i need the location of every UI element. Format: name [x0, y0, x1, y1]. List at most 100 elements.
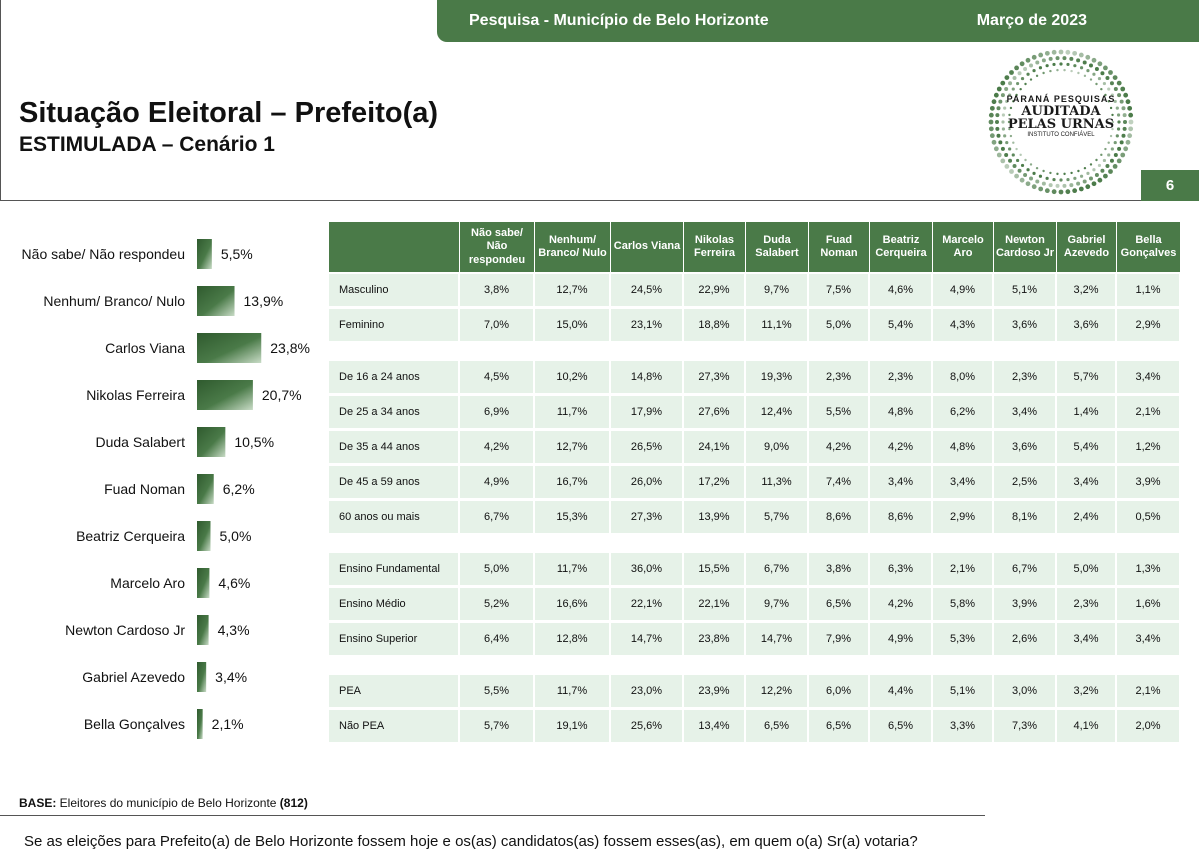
- table-cell: 26,0%: [611, 466, 684, 498]
- table-cell: 5,5%: [809, 396, 870, 428]
- row-label: De 35 a 44 anos: [329, 431, 460, 463]
- table-cell: 16,7%: [535, 466, 611, 498]
- base-label: BASE:: [19, 796, 57, 810]
- page-subtitle: ESTIMULADA – Cenário 1: [19, 133, 275, 156]
- logo-line3: PELAS URNAS: [1007, 117, 1115, 132]
- bar-value-label: 13,9%: [244, 293, 284, 309]
- logo-dot: [1019, 177, 1025, 183]
- table-cell: 17,2%: [684, 466, 746, 498]
- table-cell: 5,7%: [1057, 361, 1117, 393]
- logo-dot: [1069, 183, 1074, 188]
- table-cell: 2,9%: [933, 501, 994, 533]
- table-cell: 6,2%: [933, 396, 994, 428]
- table-cell: 11,7%: [535, 675, 611, 707]
- logo-dot: [1052, 62, 1056, 67]
- bar-value-label: 6,2%: [223, 481, 255, 497]
- logo-dot: [1076, 58, 1081, 63]
- table-cell: 3,4%: [870, 466, 933, 498]
- logo-dot: [995, 120, 999, 124]
- logo-dot: [1062, 56, 1067, 61]
- logo-dot: [1069, 56, 1074, 61]
- logo-dot: [1009, 70, 1014, 75]
- logo-dot: [1011, 153, 1015, 157]
- table-cell: 15,0%: [535, 309, 611, 341]
- logo-dot: [1076, 181, 1081, 186]
- column-header: Beatriz Cerqueira: [870, 222, 933, 272]
- table-cell: 3,2%: [1057, 274, 1117, 306]
- logo-dot: [1119, 99, 1124, 104]
- table-cell: 2,3%: [809, 361, 870, 393]
- bar-category-label: Carlos Viana: [105, 340, 185, 356]
- table-cell: 22,9%: [684, 274, 746, 306]
- logo-dot: [1089, 78, 1093, 81]
- table-cell: 8,0%: [933, 361, 994, 393]
- logo-dot: [1012, 100, 1015, 103]
- logo-dot: [1070, 171, 1073, 175]
- table-cell: 2,6%: [994, 623, 1057, 655]
- table-cell: 5,7%: [460, 710, 535, 742]
- table-cell: 9,0%: [746, 431, 809, 463]
- table-cell: 3,4%: [1057, 623, 1117, 655]
- table-cell: 2,3%: [994, 361, 1057, 393]
- logo-dot: [991, 139, 997, 145]
- table-cell: 4,9%: [933, 274, 994, 306]
- logo-dot: [1008, 93, 1012, 97]
- logo-dot: [1000, 146, 1005, 151]
- logo-dot: [1079, 66, 1084, 70]
- logo-dot: [1056, 68, 1059, 72]
- logo-dot: [1112, 164, 1118, 169]
- bar-value-label: 5,5%: [221, 246, 253, 262]
- table-cell: 2,1%: [1117, 396, 1181, 428]
- table-cell: 11,1%: [746, 309, 809, 341]
- logo-dot: [1113, 99, 1117, 104]
- table-cell: 27,3%: [684, 361, 746, 393]
- logo-dot: [1065, 49, 1071, 55]
- logo-dot: [1031, 54, 1037, 60]
- table-cell: 8,6%: [809, 501, 870, 533]
- table-cell: 4,9%: [460, 466, 535, 498]
- bar-value-label: 4,3%: [218, 622, 250, 638]
- table-cell: 3,8%: [809, 553, 870, 585]
- table-cell: 2,0%: [1117, 710, 1181, 742]
- logo-dot: [1097, 76, 1102, 81]
- table-row: 60 anos ou mais 6,7% 15,3% 27,3% 13,9% 5,7% 8,…: [329, 501, 1181, 533]
- row-label: Ensino Superior: [329, 623, 460, 655]
- table-cell: 9,7%: [746, 588, 809, 620]
- logo-dot: [1095, 82, 1098, 86]
- logo-dot: [1111, 120, 1115, 124]
- logo-dot: [1059, 62, 1063, 66]
- logo-dot: [1000, 80, 1006, 86]
- header-corner: [329, 222, 460, 272]
- row-label: Feminino: [329, 309, 460, 341]
- logo-dot: [993, 146, 999, 152]
- table-cell: 4,5%: [460, 361, 535, 393]
- logo-dot: [996, 133, 1001, 138]
- table-row: Ensino Fundamental 5,0% 11,7% 36,0% 15,5% 6,7…: [329, 553, 1181, 585]
- table-cell: 12,8%: [535, 623, 611, 655]
- table-cell: 3,9%: [1117, 466, 1181, 498]
- table-cell: 12,4%: [746, 396, 809, 428]
- bar-category-label: Não sabe/ Não respondeu: [22, 246, 185, 262]
- table-cell: 26,5%: [611, 431, 684, 463]
- logo-dot: [1025, 57, 1031, 63]
- logo-dot: [1035, 74, 1039, 78]
- logo-dot: [1008, 81, 1013, 86]
- logo-dot: [1083, 74, 1087, 78]
- logo-dot: [1004, 87, 1009, 92]
- logo-dot: [1012, 164, 1017, 169]
- table-header: Não sabe/ Não respondeu Nenhum/ Branco/ N…: [329, 222, 1181, 272]
- logo-dot: [1115, 134, 1119, 138]
- table-row: Ensino Superior 6,4% 12,8% 14,7% 23,8% 14,7% 7…: [329, 623, 1181, 655]
- table-cell: 3,6%: [994, 309, 1057, 341]
- logo-dot: [1035, 60, 1040, 65]
- logo-dot: [1058, 189, 1064, 195]
- table-cell: 2,5%: [994, 466, 1057, 498]
- table-cell: 12,7%: [535, 274, 611, 306]
- logo-dot: [1052, 177, 1056, 182]
- table-cell: 6,4%: [460, 623, 535, 655]
- logo-dot: [1097, 61, 1103, 67]
- row-label: Não PEA: [329, 710, 460, 742]
- logo-dot: [1121, 106, 1126, 111]
- logo-dot: [1086, 69, 1090, 73]
- logo-dot: [1113, 152, 1118, 157]
